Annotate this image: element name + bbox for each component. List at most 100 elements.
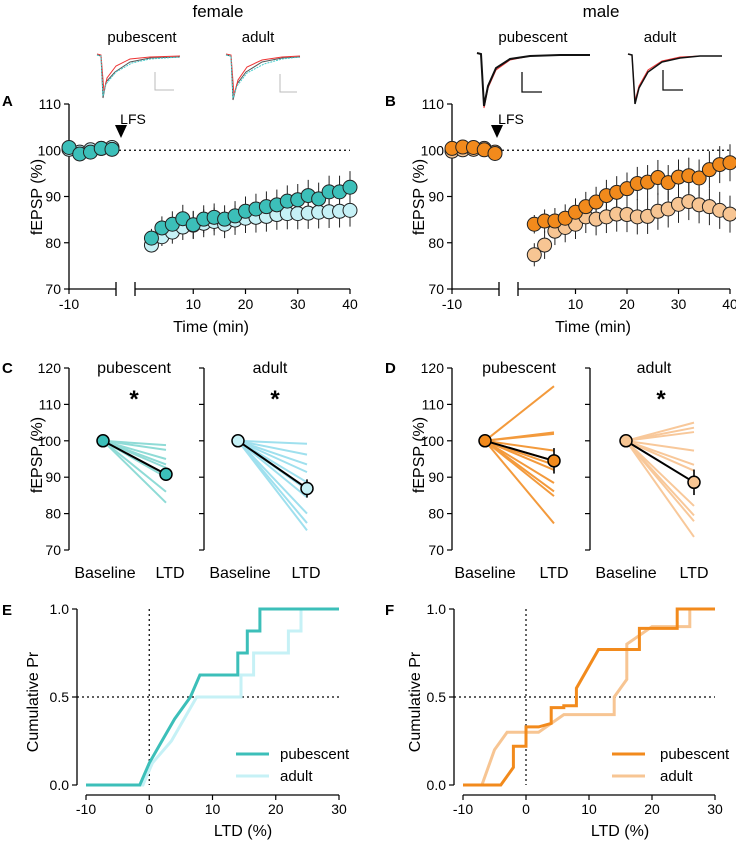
- panel-D-cat-baseline-2: Baseline: [595, 565, 656, 582]
- panel-letter-A: A: [2, 93, 13, 110]
- panel-F-legend-adult: adult: [660, 768, 693, 785]
- panel-D-cat-ltd-1: LTD: [539, 565, 568, 582]
- panel-A-lfs-arrow: [115, 125, 127, 138]
- panel-F-x-tick-label: 0: [522, 801, 530, 817]
- panel-D-individual-line: [484, 439, 555, 484]
- panel-E-cdf-pubescent: [86, 607, 339, 787]
- panel-B-point: [691, 170, 707, 186]
- panel-D-title-pubescent: pubescent: [482, 360, 556, 377]
- panel-A-y-tick-label: 90: [45, 189, 61, 205]
- panel-F-x-tick-label: 10: [581, 801, 597, 817]
- panel-B-x-tick-label: 40: [722, 296, 736, 312]
- panel-B-y-tick-label: 100: [421, 142, 445, 158]
- panel-C-title-pubescent: pubescent: [97, 360, 171, 377]
- panel-B-y-tick-label: 80: [428, 235, 444, 251]
- panel-F-x-tick-label: 30: [707, 801, 723, 817]
- panel-letter-C: C: [2, 360, 13, 377]
- trace-male-adult: [627, 53, 722, 105]
- panel-E-cdf-adult: [86, 607, 339, 787]
- panel-D-individual-line: [625, 440, 695, 507]
- panel-C-mean-point: [300, 481, 314, 496]
- panel-D-individual-line: [484, 439, 555, 471]
- panel-C-mean-line: [102, 439, 167, 476]
- panel-E-x-tick-label: 30: [331, 801, 347, 817]
- panel-C-individual-line: [237, 440, 308, 498]
- panel-E-x-tick-label: 20: [268, 801, 284, 817]
- panel-E-y-tick-label: 1.0: [50, 601, 70, 617]
- panel-F-xlabel: LTD (%): [591, 823, 649, 840]
- panel-C-mean-point: [231, 434, 245, 448]
- panel-F-y-tick-label: 1.0: [427, 601, 447, 617]
- panel-D-y-tick-label: 120: [421, 360, 445, 376]
- panel-F-y-tick-label: 0.5: [427, 689, 447, 705]
- panel-C-individual-line: [237, 440, 308, 531]
- panel-F-y-tick-label: 0.0: [427, 777, 447, 793]
- panel-D-individual-line: [625, 431, 695, 442]
- panel-C-mean-line: [237, 439, 308, 490]
- panel-B-lfs-arrow: [491, 125, 503, 138]
- panel-B-lfs-label: LFS: [498, 111, 524, 127]
- panel-C-mean-point: [159, 467, 173, 482]
- panel-C-y-tick-label: 70: [45, 542, 61, 558]
- panel-D-individual-line: [625, 440, 695, 522]
- panel-D-y-tick-label: 100: [421, 433, 445, 449]
- panel-E-x-tick-label: 0: [145, 801, 153, 817]
- panel-F-x-tick-label: -10: [453, 801, 473, 817]
- panel-C-individual-line: [102, 440, 167, 504]
- panel-A-y-tick-label: 110: [39, 96, 62, 112]
- panel-D-mean-point: [619, 434, 633, 448]
- trace-label-male-pubescent: pubescent: [498, 29, 568, 46]
- panel-D-title-adult: adult: [637, 360, 672, 377]
- panel-C-individual-line: [237, 440, 308, 515]
- panel-D-y-tick-label: 80: [428, 506, 444, 522]
- panel-B-point: [487, 145, 503, 161]
- panel-D-individual-line: [484, 440, 555, 497]
- panel-B-x-tick-label: -10: [442, 296, 462, 312]
- panel-D-y-tick-label: 90: [428, 469, 444, 485]
- panel-B-y-tick-label: 90: [428, 189, 444, 205]
- panel-C-individual-line: [237, 439, 308, 456]
- panel-D-mean-point: [547, 454, 561, 468]
- panel-A-lfs-label: LFS: [120, 111, 146, 127]
- panel-D-sig-adult: *: [656, 386, 666, 413]
- panel-B-x-tick-label: 10: [568, 296, 584, 312]
- panel-C-cat-baseline-2: Baseline: [209, 565, 270, 582]
- panel-C-individual-line: [102, 439, 167, 451]
- panel-letter-D: D: [385, 360, 396, 377]
- panel-C-individual-line: [237, 439, 308, 466]
- panel-A-point: [311, 191, 327, 207]
- panel-B-x-tick-label: 30: [671, 296, 687, 312]
- panel-E-legend-adult: adult: [280, 768, 313, 785]
- trace-label-female-adult: adult: [242, 29, 275, 46]
- panel-C-sig-adult: *: [270, 386, 280, 413]
- panel-A-point: [104, 141, 120, 157]
- panel-C-cat-ltd-2: LTD: [291, 565, 320, 582]
- panel-D-mean-line: [484, 439, 555, 462]
- panel-letter-E: E: [2, 602, 12, 619]
- panel-A-y-tick-label: 80: [45, 235, 61, 251]
- panel-letter-F: F: [385, 602, 394, 619]
- trace-label-female-pubescent: pubescent: [107, 29, 177, 46]
- panel-D-individual-line: [484, 440, 555, 525]
- panel-A-y-tick-label: 70: [45, 281, 61, 297]
- panel-D-individual-line: [484, 385, 555, 442]
- panel-A-x-tick-label: 10: [185, 296, 201, 312]
- panel-D-ylabel: fEPSP (%): [411, 417, 428, 493]
- panel-C-individual-line: [102, 440, 167, 493]
- panel-C-sig-pubescent: *: [129, 386, 139, 413]
- panel-C-y-tick-label: 100: [38, 433, 62, 449]
- panel-D-mean-point: [478, 434, 492, 448]
- panel-D-individual-line: [625, 439, 695, 472]
- panel-D-mean-point: [687, 475, 701, 490]
- panel-E-x-tick-label: -10: [76, 801, 96, 817]
- panel-D-y-tick-label: 70: [428, 542, 444, 558]
- panel-A-xlabel: Time (min): [173, 319, 249, 336]
- panel-F-cdf-adult: [463, 607, 715, 787]
- panel-D-individual-line: [484, 439, 555, 452]
- panel-B-xlabel: Time (min): [555, 319, 631, 336]
- panel-D-individual-line: [625, 439, 695, 452]
- panel-A-point: [342, 202, 358, 218]
- panel-F-x-tick-label: 20: [644, 801, 660, 817]
